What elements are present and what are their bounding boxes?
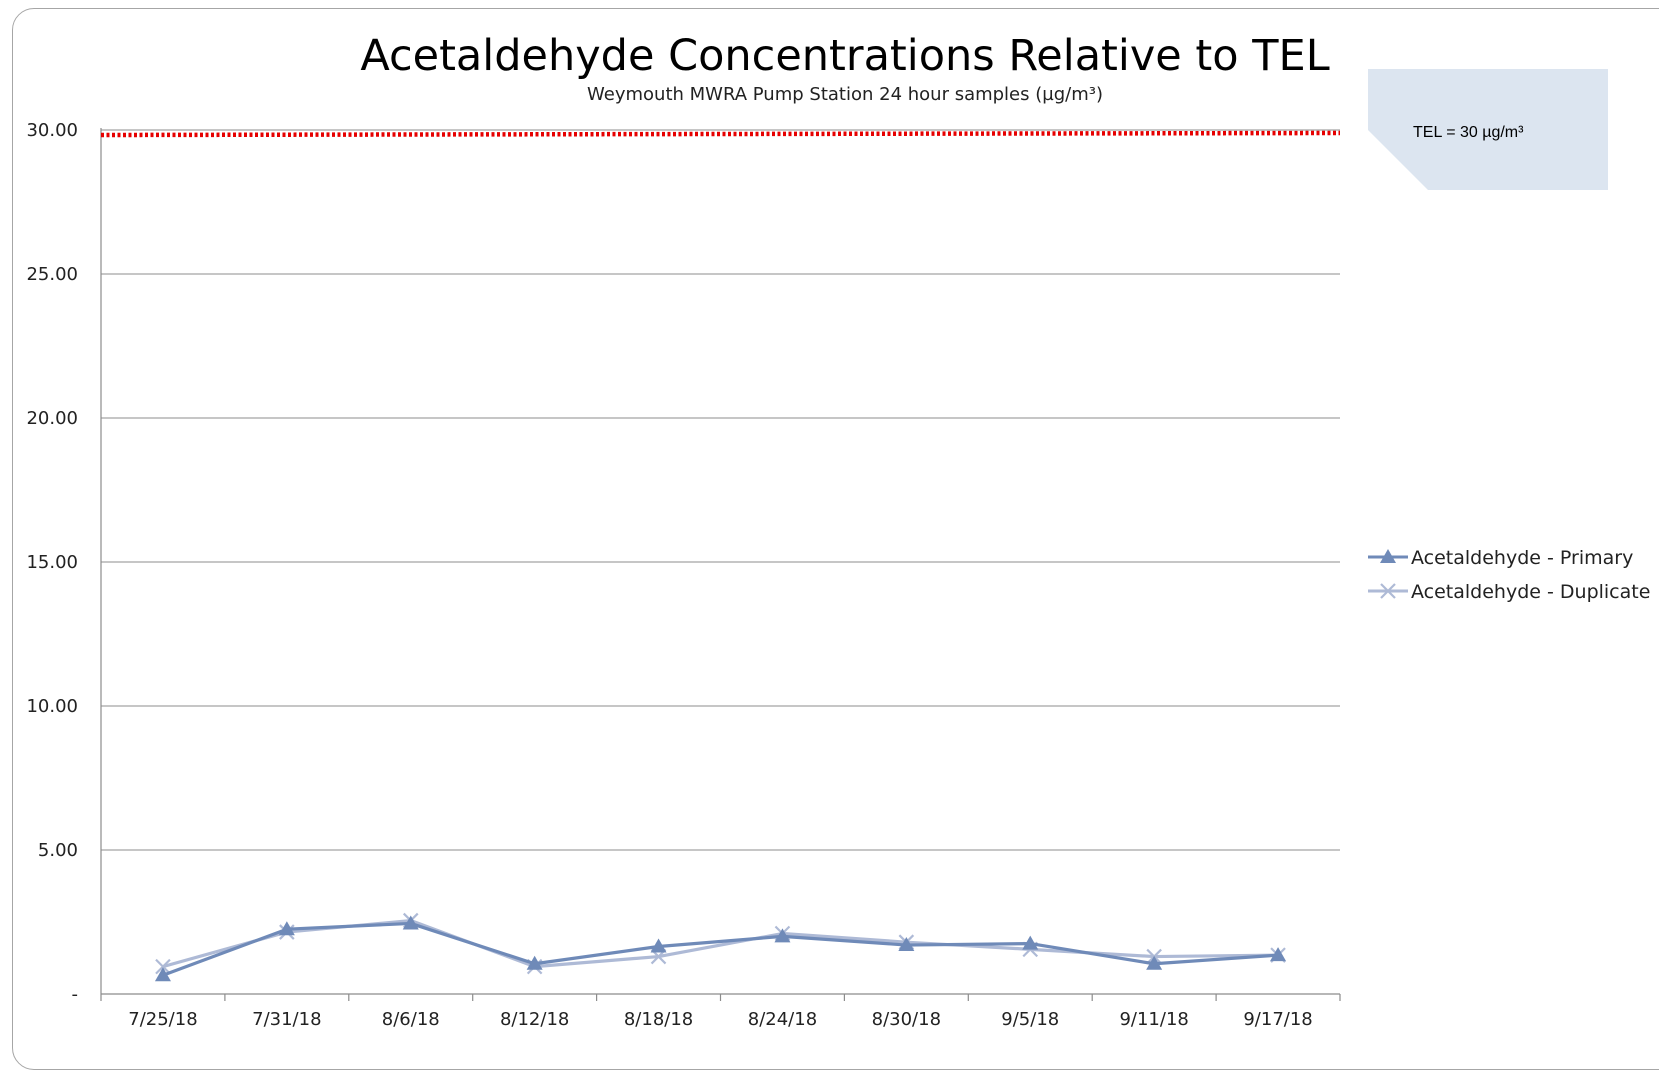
duplicate-point <box>155 958 171 975</box>
legend-label: Acetaldehyde - Primary <box>1411 547 1633 569</box>
y-tick-label: 30.00 <box>26 120 78 141</box>
y-tick-label: 15.00 <box>26 552 78 573</box>
series-primary <box>154 915 1287 982</box>
x-tick-label: 9/17/18 <box>1243 1009 1312 1030</box>
primary-point <box>650 938 667 953</box>
x-tick-label: 9/11/18 <box>1119 1009 1188 1030</box>
y-tick-label: 5.00 <box>38 840 78 861</box>
series-duplicate <box>155 912 1286 975</box>
legend-item: Acetaldehyde - Primary <box>1368 547 1633 569</box>
tick-labels: - 5.00 10.00 15.00 20.00 25.00 30.00 7/25/18 7/3… <box>26 120 1312 1030</box>
chart-title: Acetaldehyde Concentrations Relative to … <box>360 31 1329 81</box>
x-tick-label: 7/31/18 <box>252 1009 321 1030</box>
chart-canvas: Acetaldehyde Concentrations Relative to … <box>26 31 1650 1030</box>
primary-point <box>898 937 915 952</box>
legend-marker <box>1380 549 1396 563</box>
primary-point <box>1146 955 1163 970</box>
legend-marker <box>1380 583 1396 599</box>
x-tick-label: 8/30/18 <box>872 1009 941 1030</box>
x-tick-label: 8/24/18 <box>748 1009 817 1030</box>
primary-point <box>526 955 543 970</box>
chart-frame <box>12 8 1659 1070</box>
x-tick-label: 8/18/18 <box>624 1009 693 1030</box>
x-tick-label: 8/12/18 <box>500 1009 569 1030</box>
y-tick-label: 10.00 <box>26 696 78 717</box>
tel-threshold-line <box>100 130 1341 138</box>
tel-callout: TEL = 30 µg/m³ <box>1368 69 1608 190</box>
y-tick-label: - <box>72 984 79 1005</box>
plot-area <box>154 912 1287 982</box>
primary-point <box>774 928 791 943</box>
tel-callout-shape <box>1368 69 1608 190</box>
y-tick-label: 20.00 <box>26 408 78 429</box>
x-tick-label: 9/5/18 <box>1001 1009 1059 1030</box>
legend-label: Acetaldehyde - Duplicate <box>1411 581 1650 603</box>
marker-stroke <box>1380 583 1396 599</box>
legend-item: Acetaldehyde - Duplicate <box>1368 581 1650 603</box>
threshold-line <box>100 130 1341 138</box>
marker-stroke <box>155 958 171 975</box>
y-tick-label: 25.00 <box>26 264 78 285</box>
x-tick-label: 7/25/18 <box>128 1009 197 1030</box>
tel-callout-text: TEL = 30 µg/m³ <box>1413 124 1524 141</box>
series-primary-line <box>162 921 1279 977</box>
primary-point <box>1022 935 1039 950</box>
gridlines <box>101 129 1340 851</box>
legend: Acetaldehyde - Primary Acetaldehyde - Dup… <box>1368 547 1650 603</box>
x-tick-label: 8/6/18 <box>382 1009 440 1030</box>
axes <box>100 128 1341 1001</box>
primary-point <box>154 967 171 982</box>
primary-point <box>1270 947 1287 962</box>
primary-point <box>278 921 295 936</box>
primary-point <box>402 915 419 930</box>
chart-subtitle: Weymouth MWRA Pump Station 24 hour sampl… <box>587 84 1103 105</box>
